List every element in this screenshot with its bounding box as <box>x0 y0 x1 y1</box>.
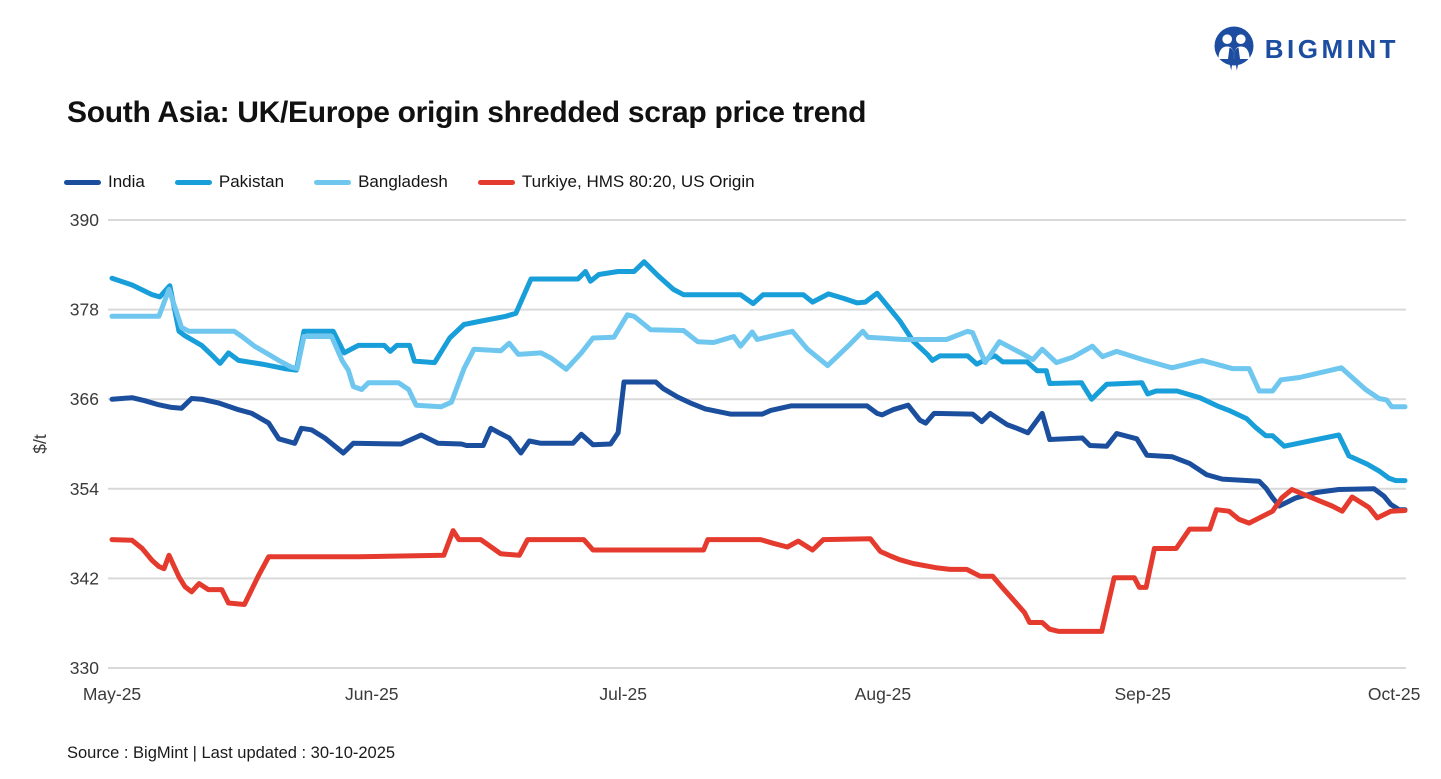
y-tick-label: 354 <box>70 479 99 499</box>
series-line-bangladesh <box>109 286 1408 410</box>
source-note: Source : BigMint | Last updated : 30-10-… <box>67 744 396 762</box>
legend-item-pakistan[interactable]: Pakistan <box>174 172 285 192</box>
series-line-pakistan <box>109 259 1408 484</box>
legend-label-india: India <box>108 172 145 191</box>
x-tick-label: Oct-25 <box>1368 684 1421 704</box>
bigmint-logo-icon <box>1214 26 1254 71</box>
x-tick-label: Jul-25 <box>599 684 647 704</box>
price-trend-chart: 390 378 366 354 342 330 $/t May-25 Jun-25 Jul-25 A… <box>30 210 1421 704</box>
y-tick-label: 342 <box>70 568 99 588</box>
legend-label-bangladesh: Bangladesh <box>358 172 448 191</box>
brand-logo: BIGMINT <box>1212 26 1399 72</box>
y-tick-label: 330 <box>70 658 99 678</box>
legend: India Pakistan Bangladesh Turkiye, HMS 8… <box>64 172 755 192</box>
series-line-india <box>109 379 1408 513</box>
x-tick-label: Aug-25 <box>855 684 911 704</box>
legend-swatch-turkiye <box>477 179 515 185</box>
legend-swatch-pakistan <box>174 179 212 185</box>
chart-title: South Asia: UK/Europe origin shredded sc… <box>67 96 867 129</box>
series-line-turkiye <box>109 487 1408 634</box>
legend-label-turkiye: Turkiye, HMS 80:20, US Origin <box>521 172 755 191</box>
y-axis-title: $/t <box>30 434 50 454</box>
legend-item-india[interactable]: India <box>64 172 145 192</box>
x-tick-label: Sep-25 <box>1114 684 1170 704</box>
legend-swatch-bangladesh <box>314 179 352 185</box>
legend-item-bangladesh[interactable]: Bangladesh <box>314 172 448 192</box>
legend-swatch-india <box>64 179 101 185</box>
bigmint-logo-text: BIGMINT <box>1264 33 1399 64</box>
legend-label-pakistan: Pakistan <box>218 172 285 191</box>
x-tick-label: May-25 <box>83 684 141 704</box>
legend-item-turkiye[interactable]: Turkiye, HMS 80:20, US Origin <box>477 172 755 192</box>
y-tick-label: 378 <box>70 300 99 320</box>
x-tick-label: Jun-25 <box>345 684 399 704</box>
y-tick-label: 390 <box>70 210 99 230</box>
y-tick-label: 366 <box>70 389 99 409</box>
